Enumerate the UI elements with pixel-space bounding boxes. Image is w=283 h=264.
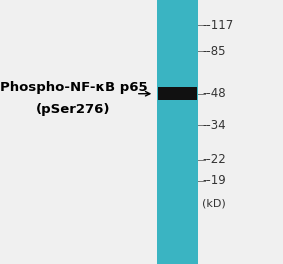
Bar — [157, 0, 198, 264]
Text: --85: --85 — [202, 45, 226, 58]
Text: --19: --19 — [202, 174, 226, 187]
Text: (kD): (kD) — [202, 198, 226, 208]
Text: (pSer276): (pSer276) — [36, 103, 111, 116]
Text: --117: --117 — [202, 18, 233, 32]
Text: Phospho-NF-κB p65: Phospho-NF-κB p65 — [0, 81, 147, 94]
Text: --34: --34 — [202, 119, 226, 132]
Text: --48: --48 — [202, 87, 226, 100]
Text: --22: --22 — [202, 153, 226, 166]
Bar — [158, 87, 197, 100]
